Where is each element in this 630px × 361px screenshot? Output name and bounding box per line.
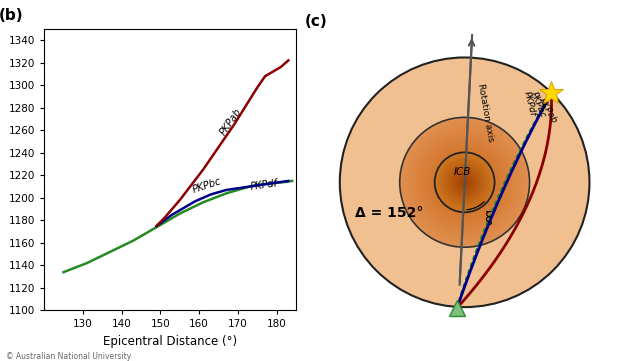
Text: Δ = 152°: Δ = 152° (355, 206, 423, 220)
Circle shape (435, 152, 495, 212)
Circle shape (443, 160, 486, 204)
Circle shape (445, 163, 484, 201)
Circle shape (437, 155, 493, 210)
Circle shape (445, 163, 484, 202)
Circle shape (444, 161, 486, 203)
Circle shape (445, 162, 484, 202)
Circle shape (438, 156, 491, 208)
Circle shape (444, 161, 486, 203)
Circle shape (452, 169, 478, 195)
Circle shape (436, 153, 493, 211)
Circle shape (404, 122, 525, 242)
Circle shape (455, 173, 474, 191)
Circle shape (457, 174, 472, 190)
Text: PKPdf: PKPdf (522, 90, 537, 117)
Circle shape (452, 170, 477, 194)
Circle shape (461, 179, 468, 186)
Text: ξ: ξ (484, 211, 493, 225)
Circle shape (435, 153, 494, 212)
Circle shape (429, 147, 500, 218)
Circle shape (442, 160, 488, 205)
Circle shape (432, 150, 497, 215)
Circle shape (401, 119, 528, 245)
Circle shape (454, 171, 476, 193)
Circle shape (447, 165, 483, 200)
Circle shape (423, 140, 507, 225)
Circle shape (455, 172, 474, 192)
Circle shape (438, 155, 491, 209)
Circle shape (418, 135, 512, 229)
Text: PKPbc: PKPbc (529, 91, 547, 119)
Circle shape (440, 158, 489, 206)
Circle shape (450, 168, 479, 197)
Circle shape (440, 158, 489, 206)
Circle shape (462, 180, 467, 184)
Circle shape (457, 175, 472, 189)
Text: PKPab: PKPab (537, 97, 559, 126)
X-axis label: Epicentral Distance (°): Epicentral Distance (°) (103, 335, 237, 348)
Circle shape (416, 134, 513, 231)
Circle shape (426, 143, 503, 221)
Circle shape (421, 139, 508, 226)
Circle shape (408, 126, 522, 239)
Circle shape (463, 181, 466, 184)
Text: (b): (b) (0, 8, 23, 23)
Circle shape (455, 173, 474, 192)
Text: Rotation axis: Rotation axis (476, 83, 495, 142)
Circle shape (340, 57, 590, 307)
Circle shape (453, 171, 476, 193)
Circle shape (430, 148, 499, 216)
Circle shape (438, 156, 491, 208)
Text: PKPdf: PKPdf (249, 178, 278, 192)
Circle shape (415, 132, 515, 232)
Circle shape (410, 127, 520, 238)
Circle shape (450, 168, 479, 196)
Circle shape (442, 159, 488, 205)
Circle shape (440, 157, 490, 207)
Circle shape (406, 124, 523, 241)
Circle shape (462, 179, 467, 185)
Circle shape (399, 117, 530, 247)
Circle shape (403, 121, 526, 244)
Circle shape (449, 166, 481, 199)
Circle shape (413, 130, 517, 234)
Circle shape (457, 174, 472, 190)
Text: PKPbc: PKPbc (192, 177, 223, 195)
Circle shape (434, 152, 495, 213)
Circle shape (460, 178, 469, 187)
Y-axis label: Travel time (s): Travel time (s) (0, 127, 3, 212)
Circle shape (452, 169, 478, 195)
Circle shape (427, 145, 502, 219)
Text: ICB: ICB (454, 167, 471, 177)
Circle shape (464, 181, 466, 183)
Circle shape (448, 165, 481, 199)
Circle shape (461, 178, 469, 186)
Circle shape (437, 155, 492, 210)
Circle shape (449, 166, 481, 198)
Circle shape (411, 129, 518, 236)
Text: (c): (c) (305, 14, 328, 29)
Circle shape (458, 176, 471, 189)
Circle shape (450, 168, 479, 197)
Text: © Australian National University: © Australian National University (6, 352, 132, 361)
Circle shape (460, 177, 469, 187)
Circle shape (459, 176, 471, 188)
Circle shape (424, 142, 505, 223)
Circle shape (419, 137, 510, 228)
Text: PKPab: PKPab (219, 106, 244, 137)
Circle shape (447, 164, 483, 200)
